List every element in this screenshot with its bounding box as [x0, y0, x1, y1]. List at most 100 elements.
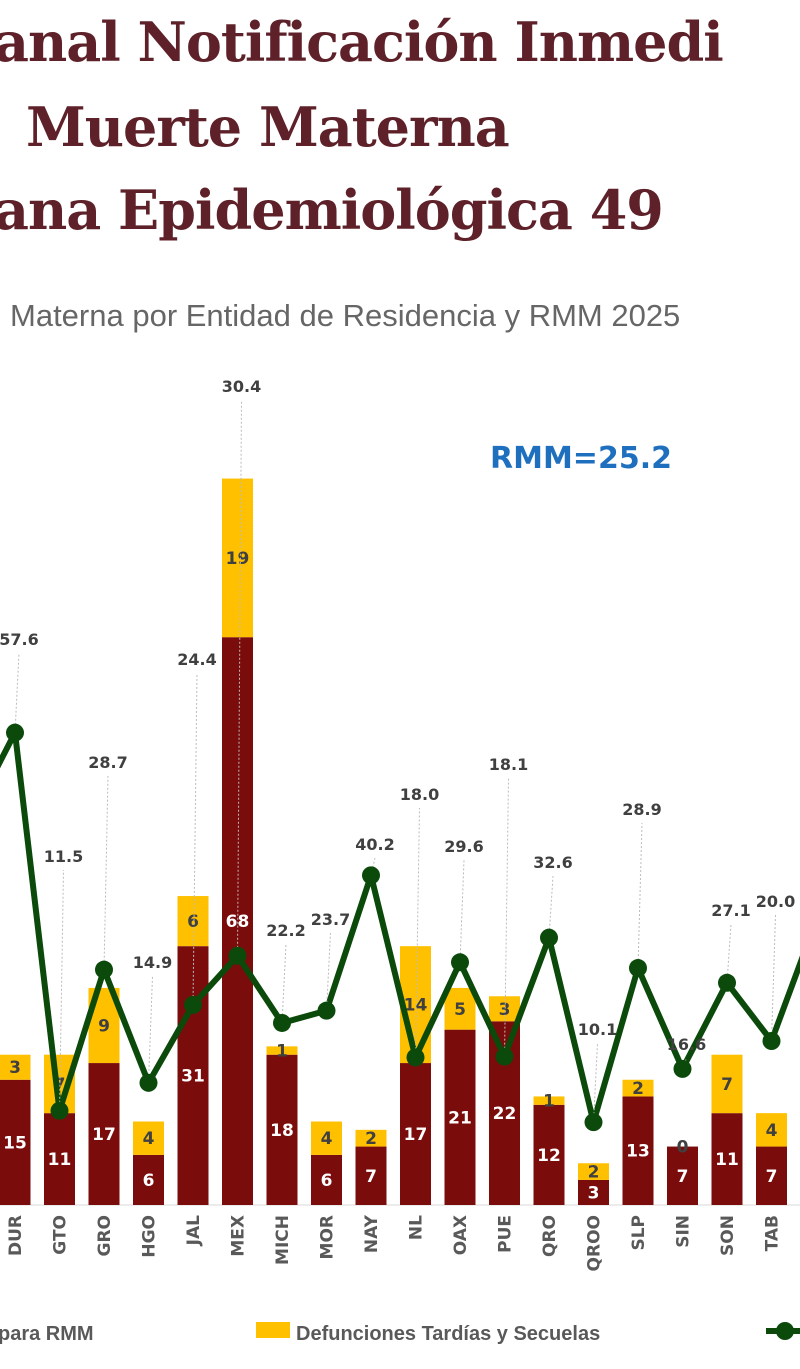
rmm-value-label: 57.6: [0, 630, 39, 649]
rmm-marker: [50, 1101, 69, 1120]
rmm-value-label: 16.6: [667, 1035, 706, 1054]
legend-label-rmm-deaths: para RMM: [0, 1323, 94, 1345]
bar-label-late-deaths: 1: [543, 1092, 555, 1112]
bar-late-deaths: [489, 996, 520, 1022]
rmm-marker: [451, 953, 469, 972]
rmm-label-leader: [103, 775, 109, 970]
category-label: SON: [718, 1215, 738, 1256]
bar-label-rmm-deaths: 13: [626, 1142, 650, 1162]
bar-label-late-deaths: 14: [404, 996, 428, 1016]
rmm-value-label: 11.5: [44, 847, 83, 866]
rmm-label-leader: [415, 807, 420, 1058]
bar-label-late-deaths: 4: [143, 1129, 155, 1149]
bar-label-late-deaths: 2: [632, 1079, 644, 1099]
rmm-value-label: 10.1: [578, 1020, 617, 1039]
bar-label-late-deaths: 1: [276, 1042, 288, 1062]
bar-label-late-deaths: 7: [721, 1075, 733, 1095]
bar-rmm-deaths: [622, 1096, 654, 1205]
rmm-value-label: 28.9: [622, 800, 661, 819]
bar-label-late-deaths: 3: [499, 1000, 511, 1020]
legend: para RMM Defunciones Tardías y Secuelas: [0, 1322, 800, 1345]
rmm-value-label: 40.2: [355, 835, 394, 854]
bar-late-deaths: [355, 1129, 387, 1147]
category-label: MICH: [273, 1215, 293, 1265]
rmm-label-leader: [192, 672, 198, 1005]
rmm-value-label: 18.0: [400, 785, 439, 804]
bar-label-late-deaths: 5: [454, 1000, 466, 1020]
bar-label-rmm-deaths: 31: [181, 1067, 205, 1087]
category-label: GRO: [95, 1215, 115, 1257]
bar-label-rmm-deaths: 11: [715, 1150, 739, 1170]
bar-late-deaths: [711, 1054, 743, 1114]
rmm-marker: [584, 1113, 603, 1132]
bar-label-rmm-deaths: 7: [365, 1167, 377, 1187]
bar-label-rmm-deaths: 12: [537, 1146, 561, 1166]
bar-rmm-deaths: [266, 1054, 298, 1205]
bar-late-deaths: [177, 896, 209, 947]
bar-label-late-deaths: 4: [321, 1129, 333, 1149]
rmm-label-leader: [148, 975, 153, 1083]
rmm-label-leader: [548, 875, 554, 938]
bar-label-rmm-deaths: 17: [92, 1125, 116, 1145]
rmm-marker: [273, 1013, 291, 1032]
bar-label-late-deaths: 3: [9, 1058, 21, 1078]
rmm-label-leader: [326, 932, 331, 1011]
bar-rmm-deaths: [667, 1146, 698, 1205]
bar-label-late-deaths: 9: [98, 1016, 110, 1036]
bar-rmm-deaths: [311, 1154, 342, 1205]
rmm-marker: [362, 866, 380, 885]
rmm-label-leader: [504, 777, 509, 1057]
rmm-label-leader: [59, 869, 64, 1111]
bar-late-deaths: [266, 1046, 298, 1055]
rmm-marker: [139, 1073, 158, 1092]
category-label: NL: [407, 1215, 427, 1240]
category-label: MEX: [229, 1215, 249, 1257]
rmm-marker: [673, 1059, 692, 1078]
title-line-2: Muerte Materna: [26, 95, 510, 159]
chart-subtitle: Materna por Entidad de Residencia y RMM …: [10, 298, 681, 333]
rmm-value-label: 23.7: [311, 910, 350, 929]
legend-swatch-late-deaths: [256, 1322, 290, 1338]
bar-rmm-deaths: [133, 1154, 164, 1205]
legend-marker-rmm: [776, 1322, 794, 1340]
bar-rmm-deaths: [444, 1029, 476, 1205]
category-label: SLP: [629, 1215, 649, 1251]
rmm-value-label: 29.6: [444, 837, 483, 856]
category-label: SIN: [674, 1215, 694, 1248]
bar-late-deaths: [444, 987, 476, 1030]
bar-rmm-deaths: [0, 1079, 31, 1205]
bar-label-rmm-deaths: 15: [3, 1133, 27, 1153]
bar-label-late-deaths: 4: [766, 1121, 778, 1141]
rmm-label-leader: [459, 859, 465, 963]
rmm-marker: [540, 928, 558, 947]
bar-label-late-deaths: 19: [226, 549, 250, 569]
bar-rmm-deaths: [355, 1146, 387, 1205]
rmm-label-leader: [237, 399, 242, 956]
rmm-marker: [718, 973, 736, 992]
bar-rmm-deaths: [533, 1104, 565, 1205]
rmm-label-leader: [726, 923, 732, 983]
bar-label-rmm-deaths: 6: [143, 1171, 155, 1191]
rmm-value-label: 32.6: [533, 853, 572, 872]
bar-label-rmm-deaths: 11: [48, 1150, 72, 1170]
rmm-value-label: 30.4: [222, 377, 261, 396]
rmm-value-label: 20.0: [756, 892, 795, 911]
rmm-label-leader: [281, 943, 287, 1023]
bar-late-deaths: [756, 1113, 787, 1147]
rmm-marker: [406, 1048, 425, 1067]
bar-label-rmm-deaths: 7: [677, 1167, 689, 1187]
bar-label-rmm-deaths: 6: [321, 1171, 333, 1191]
rmm-value-label: 18.1: [489, 755, 528, 774]
bar-late-deaths: [0, 1054, 31, 1080]
bar-label-late-deaths: 2: [365, 1129, 377, 1149]
bar-label-rmm-deaths: 18: [270, 1121, 294, 1141]
category-label: OAX: [451, 1215, 471, 1255]
bar-late-deaths: [622, 1079, 654, 1097]
rmm-value-label: 27.1: [711, 901, 750, 920]
bar-late-deaths: [578, 1163, 609, 1180]
category-label: JAL: [184, 1215, 204, 1246]
category-label: MOR: [318, 1215, 338, 1259]
rmm-marker: [317, 1001, 336, 1020]
bar-label-rmm-deaths: 21: [448, 1108, 472, 1128]
rmm-value-label: 28.7: [88, 753, 127, 772]
